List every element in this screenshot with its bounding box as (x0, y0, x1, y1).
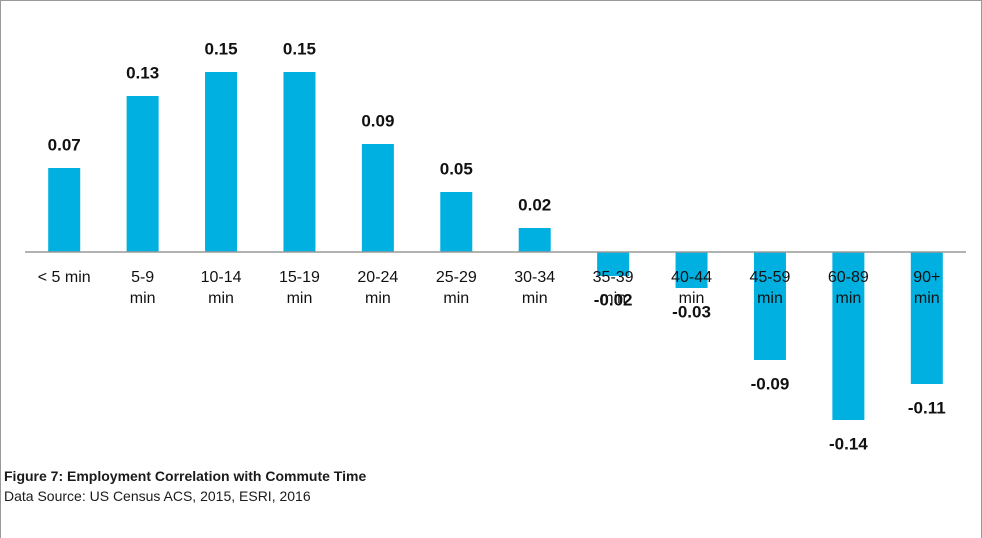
bar (910, 252, 943, 384)
x-tick-line: 90+ (913, 269, 940, 286)
x-tick-label: 40-44 min (671, 269, 712, 307)
value-label: -0.11 (908, 398, 946, 417)
x-tick-line: min (365, 290, 391, 307)
value-label: 0.05 (440, 159, 473, 178)
x-tick-line: 5-9 (131, 269, 154, 286)
bar (361, 144, 394, 252)
x-tick-line: 25-29 (436, 269, 477, 286)
x-tick-label: 30-34 min (514, 269, 555, 307)
x-tick-line: 30-34 (514, 269, 555, 286)
caption: Figure 7: Employment Correlation with Co… (4, 466, 474, 506)
x-tick-line: min (287, 290, 313, 307)
value-label: 0.07 (48, 135, 81, 154)
bar (283, 72, 316, 252)
x-tick-line: min (443, 290, 469, 307)
x-tick-line: min (835, 290, 861, 307)
value-label: 0.02 (518, 195, 551, 214)
x-tick-line: min (600, 290, 626, 307)
x-tick-label: 35-39 min (593, 269, 634, 307)
x-tick-label: 5-9 min (130, 269, 156, 307)
x-tick-line: 35-39 (593, 269, 634, 286)
x-tick-label: 60-89 min (828, 269, 869, 307)
x-tick-label: 10-14 min (201, 269, 242, 307)
value-label: 0.13 (126, 63, 159, 82)
bar (675, 252, 708, 288)
value-label: -0.14 (829, 434, 868, 453)
x-tick-line: min (679, 290, 705, 307)
bar (126, 96, 159, 252)
value-label: -0.03 (672, 302, 711, 321)
x-tick-line: 20-24 (357, 269, 398, 286)
caption-title: Figure 7: Employment Correlation with Co… (4, 468, 367, 484)
bar (753, 252, 786, 360)
bar (440, 192, 473, 252)
bar (832, 252, 865, 420)
x-tick-line: min (757, 290, 783, 307)
x-tick-line: 15-19 (279, 269, 320, 286)
bar (205, 72, 238, 252)
x-tick-line: 45-59 (749, 269, 790, 286)
x-tick-line: 10-14 (201, 269, 242, 286)
x-tick-line: min (130, 290, 156, 307)
caption-source: Data Source: US Census ACS, 2015, ESRI, … (4, 488, 311, 504)
bar (518, 228, 551, 252)
x-tick-label: 25-29 min (436, 269, 477, 307)
value-label: 0.15 (283, 39, 316, 58)
x-tick-label: 45-59 min (749, 269, 790, 307)
x-tick-label: 20-24 min (357, 269, 398, 307)
x-tick-label: 90+ min (913, 269, 940, 307)
x-tick-label: < 5 min (38, 269, 91, 286)
x-tick-label: 15-19 min (279, 269, 320, 307)
value-label: -0.09 (751, 374, 790, 393)
value-label: 0.09 (361, 111, 394, 130)
x-tick-line: min (208, 290, 234, 307)
value-label: 0.15 (204, 39, 237, 58)
x-tick-line: min (522, 290, 548, 307)
x-tick-line: 60-89 (828, 269, 869, 286)
x-tick-line: min (914, 290, 940, 307)
bar (48, 168, 81, 252)
bar (597, 252, 630, 276)
value-label: -0.02 (594, 290, 633, 309)
x-tick-line: 40-44 (671, 269, 712, 286)
